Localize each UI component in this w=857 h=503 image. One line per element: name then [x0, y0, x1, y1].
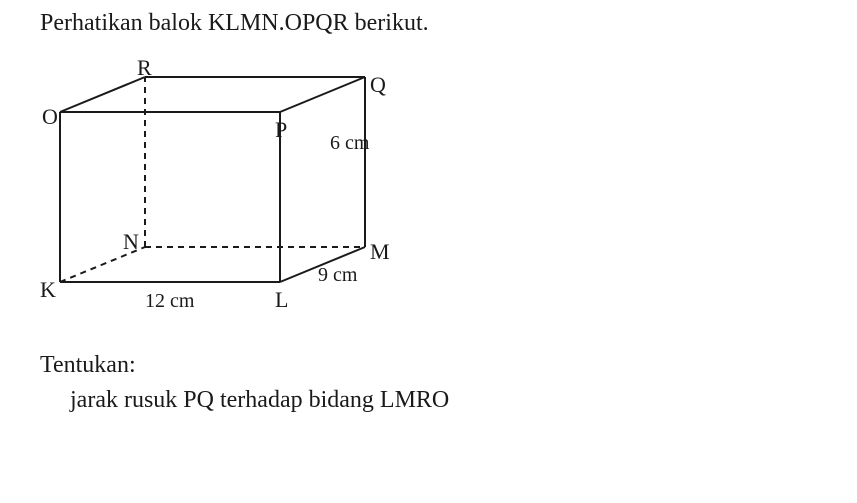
- question-text: jarak rusuk PQ terhadap bidang LMRO: [70, 387, 837, 414]
- dimension-width: 9 cm: [318, 264, 357, 287]
- dimension-height: 6 cm: [330, 132, 369, 155]
- vertex-label-R: R: [137, 55, 152, 81]
- vertex-label-Q: Q: [370, 72, 386, 98]
- edge-PQ: [280, 77, 365, 112]
- cuboid-diagram: K L M N O P Q R 12 cm 9 cm 6 cm: [40, 52, 420, 332]
- dimension-length: 12 cm: [145, 290, 194, 313]
- vertex-label-M: M: [370, 239, 390, 265]
- vertex-label-P: P: [275, 117, 287, 143]
- vertex-label-L: L: [275, 287, 288, 313]
- problem-title: Perhatikan balok KLMN.OPQR berikut.: [40, 10, 837, 37]
- cuboid-svg: [40, 52, 420, 332]
- vertex-label-K: K: [40, 277, 56, 303]
- vertex-label-N: N: [123, 229, 139, 255]
- edge-OR: [60, 77, 145, 112]
- question-lead: Tentukan:: [40, 352, 837, 379]
- vertex-label-O: O: [42, 104, 58, 130]
